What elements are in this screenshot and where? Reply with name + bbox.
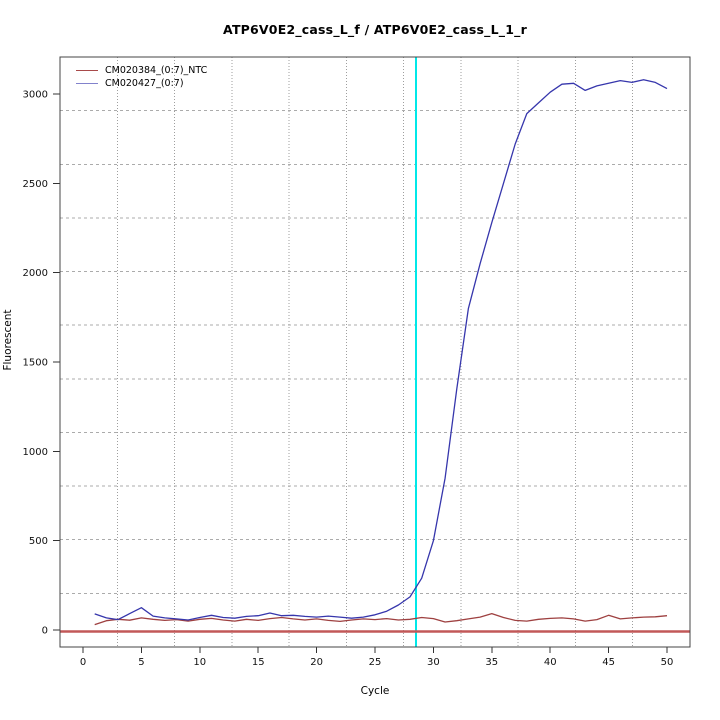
legend-label-ntc: CM020384_(0:7)_NTC [105, 65, 208, 76]
x-tick-label: 45 [602, 657, 615, 668]
y-tick-label: 2500 [23, 179, 48, 190]
y-tick-label: 1000 [23, 447, 48, 458]
x-tick-label: 5 [138, 657, 144, 668]
series-line-ntc [94, 612, 668, 626]
x-axis-title: Cycle [360, 685, 390, 697]
sample-line-swatch-icon [76, 83, 98, 84]
series-line-sample [94, 79, 668, 621]
x-tick-label: 40 [544, 657, 557, 668]
y-tick-label: 2000 [23, 268, 48, 279]
legend-label-sample: CM020427_(0:7) [105, 78, 184, 89]
x-tick-label: 50 [661, 657, 674, 668]
x-tick-label: 10 [193, 657, 206, 668]
y-tick-label: 0 [42, 626, 48, 637]
x-tick-label: 25 [369, 657, 382, 668]
x-tick-label: 35 [485, 657, 498, 668]
legend-item-ntc: CM020384_(0:7)_NTC [76, 64, 207, 77]
y-tick-label: 3000 [23, 89, 48, 100]
chart-title: ATP6V0E2_cass_L_f / ATP6V0E2_cass_L_1_r [223, 22, 527, 37]
plot-box [59, 56, 691, 648]
y-axis-title: Fluorescent [2, 309, 14, 371]
legend-item-sample: CM020427_(0:7) [76, 77, 207, 90]
ntc-line-swatch-icon [76, 70, 98, 71]
x-tick-label: 20 [310, 657, 323, 668]
y-tick-label: 1500 [23, 357, 48, 368]
y-tick-label: 500 [29, 536, 48, 547]
x-tick-label: 15 [252, 657, 265, 668]
x-tick-label: 0 [80, 657, 86, 668]
x-tick-label: 30 [427, 657, 440, 668]
legend: CM020384_(0:7)_NTC CM020427_(0:7) [76, 64, 207, 90]
